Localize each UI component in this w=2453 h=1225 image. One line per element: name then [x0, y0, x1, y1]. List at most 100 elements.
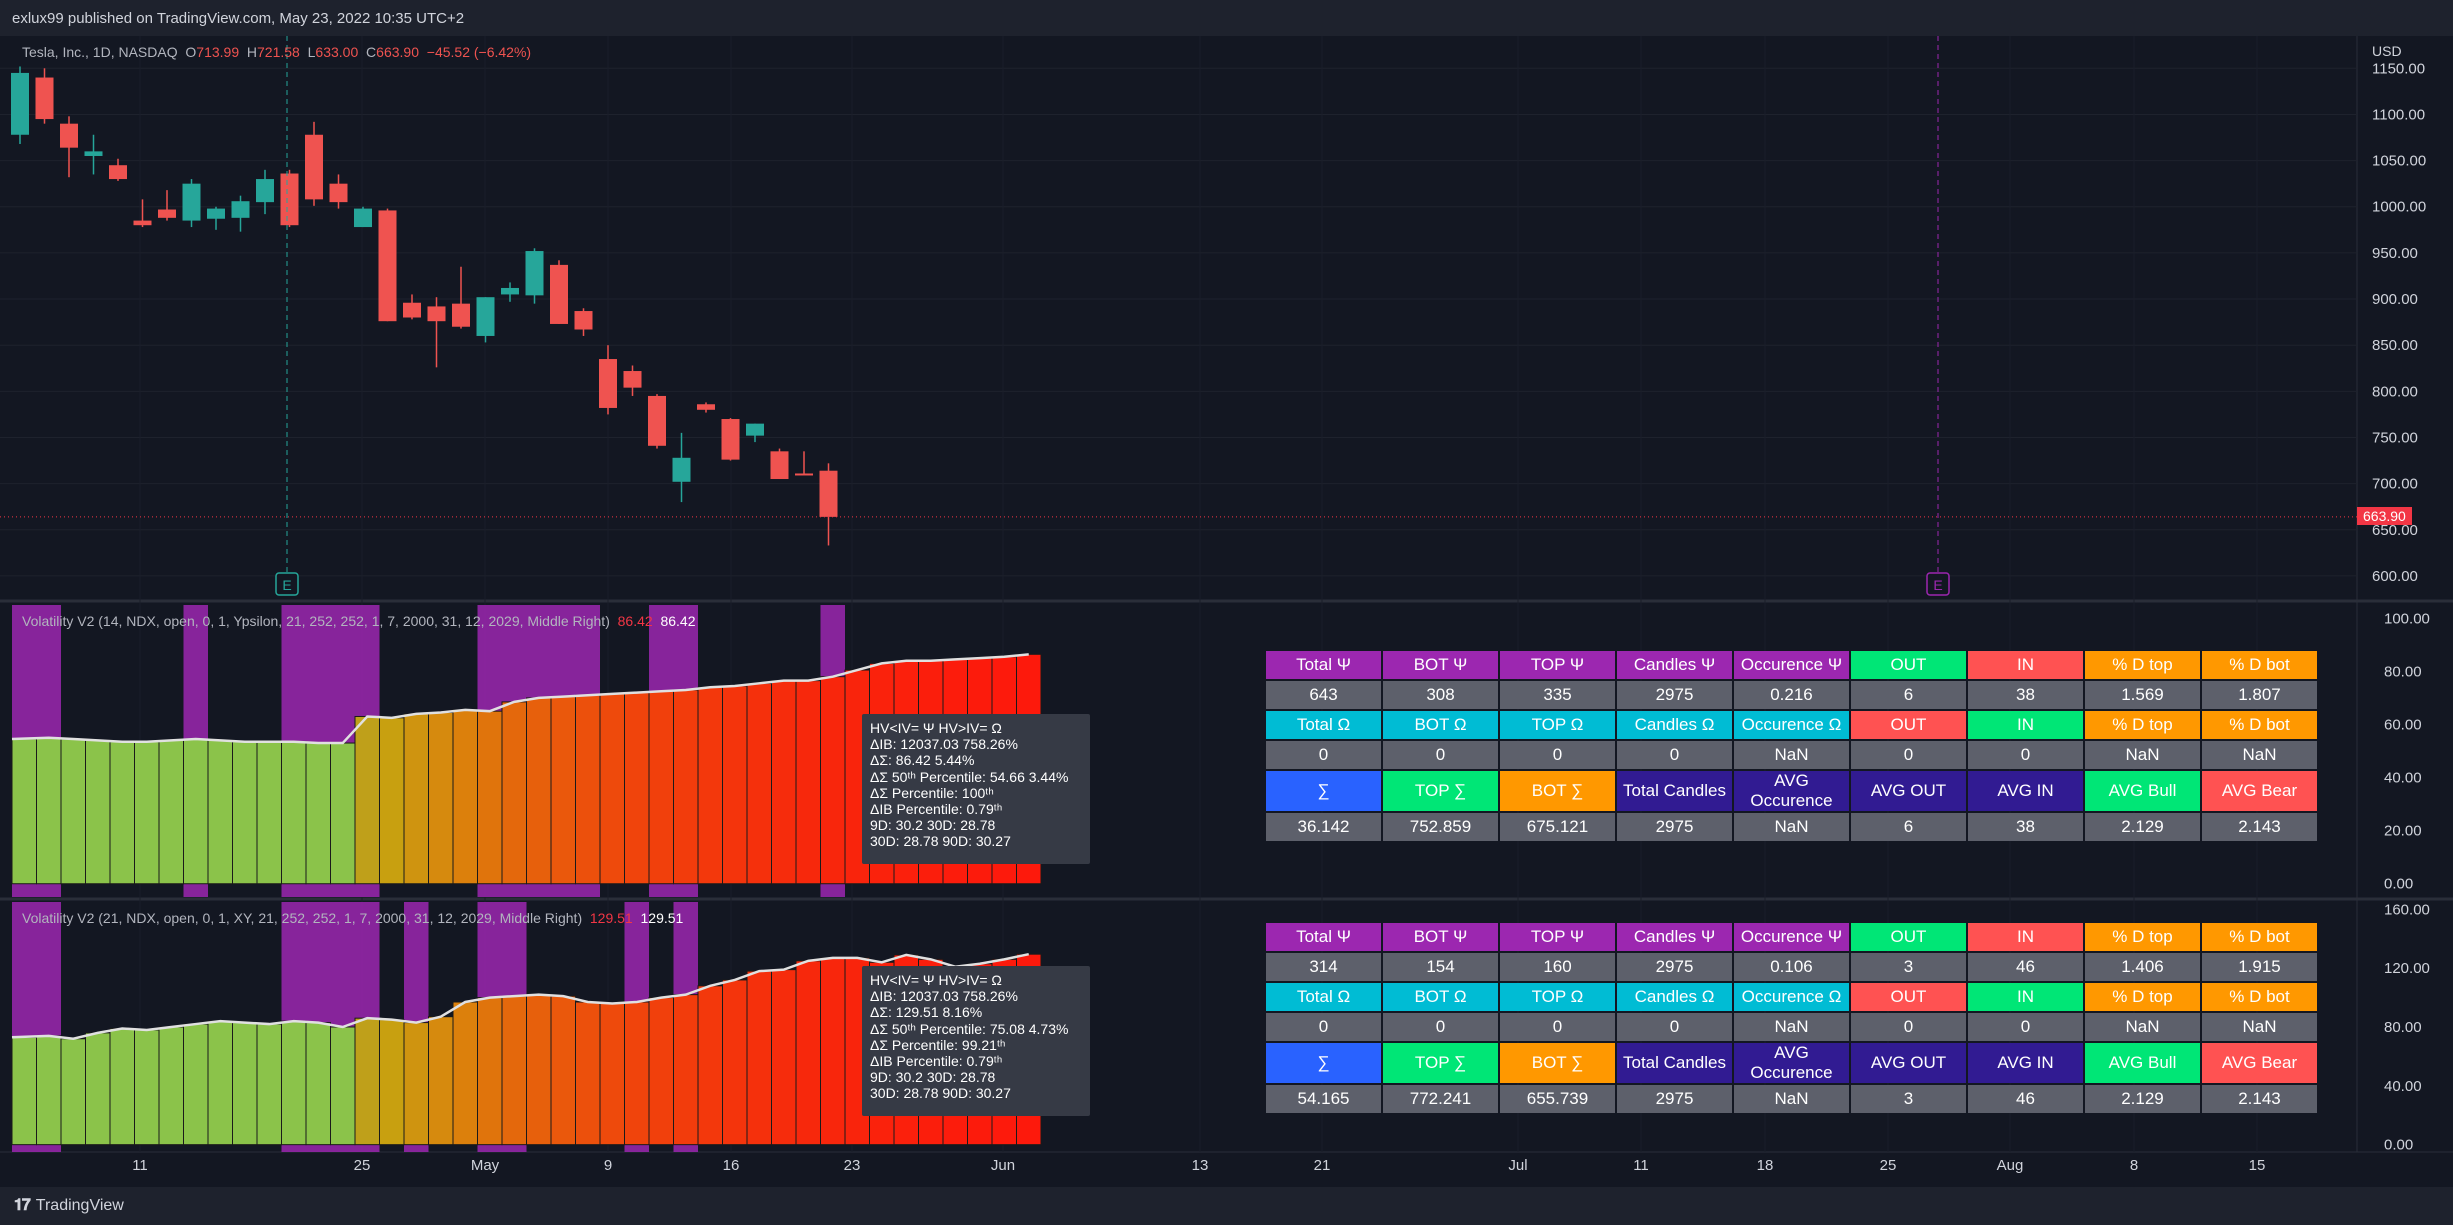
table-cell: Candles Ω: [1617, 983, 1732, 1011]
info-line: 30D: 28.78 90D: 30.27: [870, 833, 1011, 850]
volatility-bar: [183, 738, 209, 885]
volatility-bar: [477, 710, 503, 885]
table-cell: 2.143: [2202, 813, 2317, 841]
close-value: 663.90: [376, 44, 419, 60]
volatility-bar: [771, 969, 797, 1146]
table-row: ∑ TOP ∑ BOT ∑ Total Candles AVG Occurence AVG…: [1266, 771, 2317, 811]
candle-body: [697, 404, 715, 410]
volatility-bar: [281, 1020, 307, 1146]
table-cell: 3: [1851, 953, 1966, 981]
candle-body: [648, 395, 666, 446]
volatility-bar: [232, 741, 258, 885]
table-cell: NaN: [2202, 741, 2317, 769]
table-cell: BOT Ω: [1383, 983, 1498, 1011]
indicator2-info-box: HV<IV= Ψ HV>IV= Ω ΔIB: 12037.03 758.26% …: [862, 966, 1090, 1116]
table-cell: AVG Bull: [2085, 771, 2200, 811]
volatility-bar: [746, 970, 772, 1146]
tradingview-brand[interactable]: 𝟏𝟕 TradingView: [14, 1197, 124, 1215]
y-tick-label: 1150.00: [2372, 60, 2425, 77]
volatility-bar: [599, 693, 625, 885]
table-cell: 154: [1383, 953, 1498, 981]
table-cell: Occurence Ψ: [1734, 651, 1849, 679]
table-cell: 2975: [1617, 953, 1732, 981]
volatility-bar: [354, 1017, 380, 1146]
candle-body: [84, 151, 103, 156]
table-row: ∑ TOP ∑ BOT ∑ Total Candles AVG Occurence AVG…: [1266, 1043, 2317, 1083]
volatility-bar: [134, 1029, 160, 1146]
info-line: ΔΣ 50ᵗʰ Percentile: 54.66 3.44%: [870, 768, 1069, 785]
table-cell: 0.216: [1734, 681, 1849, 709]
volatility-bar: [109, 1027, 135, 1146]
candle-body: [501, 287, 519, 295]
table-cell: NaN: [1734, 813, 1849, 841]
info-line: ΔIB Percentile: 0.79ᵗʰ: [870, 1053, 1003, 1070]
candle-body: [623, 371, 642, 388]
x-tick-label: Jul: [1508, 1157, 1527, 1174]
y-tick-label: 80.00: [2384, 663, 2422, 680]
table-cell: % D bot: [2202, 923, 2317, 951]
candle-body: [378, 210, 397, 322]
y-tick-label: 650.00: [2372, 522, 2418, 539]
volatility-bar: [354, 715, 380, 885]
y-tick-label: 160.00: [2384, 901, 2430, 918]
volatility-bar: [158, 1026, 184, 1146]
volatility-bar: [795, 680, 821, 885]
volatility-bar: [771, 680, 797, 885]
volatility-bar: [379, 1019, 405, 1146]
table-cell: 0: [1851, 741, 1966, 769]
table-row: 54.165 772.241 655.739 2975 NaN 3 46 2.129 2.143: [1266, 1085, 2317, 1113]
table-cell: 772.241: [1383, 1085, 1498, 1113]
table-cell: Total Ω: [1266, 711, 1381, 739]
candle-body: [11, 72, 29, 135]
table-row: 0 0 0 0 NaN 0 0 NaN NaN: [1266, 1013, 2317, 1041]
candle-body: [819, 470, 838, 517]
table-cell: TOP ∑: [1383, 1043, 1498, 1083]
info-line: 30D: 28.78 90D: 30.27: [870, 1085, 1011, 1102]
info-line: ΔIB: 12037.03 758.26%: [870, 988, 1018, 1005]
table-cell: 0: [1383, 741, 1498, 769]
volatility-bar: [183, 1023, 209, 1146]
table-cell: Total Ω: [1266, 983, 1381, 1011]
table-cell: NaN: [2202, 1013, 2317, 1041]
info-line: ΔIB: 12037.03 758.26%: [870, 736, 1018, 753]
symbol-label: Tesla, Inc., 1D, NASDAQ: [22, 44, 178, 60]
table-cell: AVG IN: [1968, 771, 2083, 811]
high-value: 721.58: [257, 44, 300, 60]
volatility-bar: [820, 957, 846, 1146]
table-cell: 0: [1266, 1013, 1381, 1041]
volatility-bar: [550, 696, 576, 885]
table-cell: 0: [1851, 1013, 1966, 1041]
candle-body: [329, 183, 348, 203]
volatility-bar: [526, 697, 552, 885]
volatility-line: [11, 952, 1030, 1041]
candle-body: [133, 220, 152, 226]
info-line: ΔΣ: 86.42 5.44%: [870, 752, 975, 769]
table-cell: 2.129: [2085, 813, 2200, 841]
table-cell: Total Ψ: [1266, 651, 1381, 679]
x-tick-label: 8: [2130, 1157, 2138, 1174]
volatility-bar: [281, 741, 307, 885]
y-tick-label: 0.00: [2384, 1137, 2413, 1154]
volatility-bar: [722, 685, 748, 885]
table-cell: Occurence Ω: [1734, 983, 1849, 1011]
table-cell: IN: [1968, 983, 2083, 1011]
table-cell: NaN: [2085, 741, 2200, 769]
table-cell: 335: [1500, 681, 1615, 709]
volatility-bar: [11, 738, 37, 885]
table-cell: 0: [1968, 1013, 2083, 1041]
table-cell: 0: [1968, 741, 2083, 769]
table-cell: 314: [1266, 953, 1381, 981]
last-price-label: 663.90: [2357, 506, 2412, 525]
x-tick-label: 25: [1880, 1157, 1897, 1174]
table-cell: 1.569: [2085, 681, 2200, 709]
footer-bar: 𝟏𝟕 TradingView: [0, 1187, 2453, 1225]
high-label: H: [246, 44, 258, 60]
y-tick-label: 40.00: [2384, 770, 2422, 787]
volatility-bar: [232, 1022, 258, 1146]
brand-name: TradingView: [35, 1197, 124, 1214]
table-cell: 0: [1383, 1013, 1498, 1041]
candle-body: [574, 311, 593, 330]
candle-body: [207, 208, 225, 219]
table-row: Total Ψ BOT Ψ TOP Ψ Candles Ψ Occurence Ψ OUT…: [1266, 651, 2317, 679]
indicator2-title: Volatility V2 (21, NDX, open, 0, 1, XY, …: [22, 910, 583, 926]
